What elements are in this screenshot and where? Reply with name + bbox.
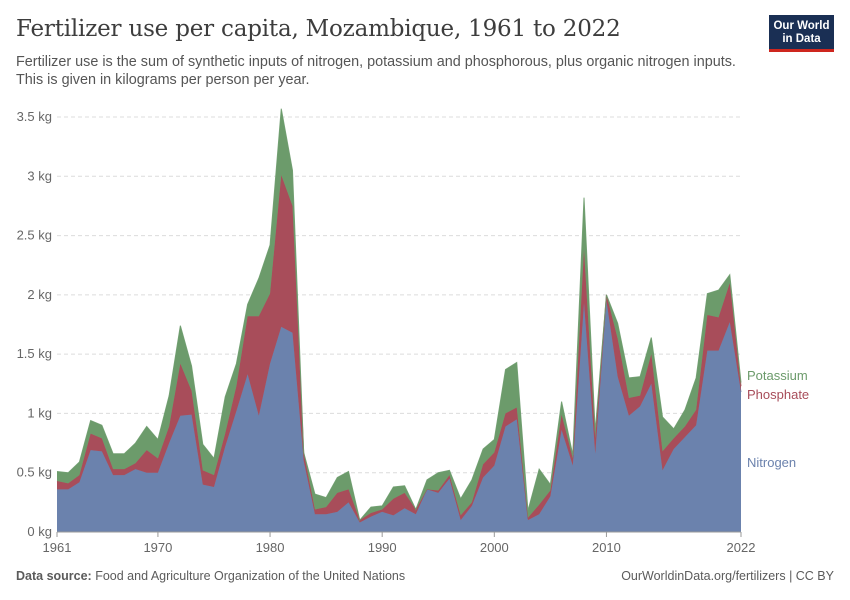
x-axis: 1961 1970 1980 1990 2000 2010 2022	[43, 531, 756, 555]
y-tick-label: 2.5 kg	[17, 228, 52, 243]
x-tick-label: 1961	[43, 540, 72, 555]
series-legend: Nitrogen Phosphate Potassium	[747, 368, 809, 470]
y-tick-label: 1 kg	[27, 405, 52, 420]
logo-line-2: in Data	[782, 32, 821, 45]
area-potassium[interactable]	[57, 108, 741, 521]
x-tick-label: 2010	[592, 540, 621, 555]
x-tick-label: 1990	[368, 540, 397, 555]
y-tick-label: 3 kg	[27, 168, 52, 183]
footer-source: Data source: Food and Agriculture Organi…	[16, 569, 405, 583]
chart-title: Fertilizer use per capita, Mozambique, 1…	[16, 16, 621, 42]
owid-logo[interactable]: Our World in Data	[769, 15, 834, 52]
series-areas	[56, 108, 742, 532]
source-text[interactable]: Food and Agriculture Organization of the…	[95, 569, 406, 583]
x-tick-label: 2022	[727, 540, 756, 555]
area-phosphate[interactable]	[57, 175, 741, 523]
logo-line-1: Our World	[773, 19, 830, 32]
y-tick-label: 1.5 kg	[17, 346, 52, 361]
x-tick-label: 1970	[143, 540, 172, 555]
y-tick-label: 0 kg	[27, 524, 52, 539]
x-tick-label: 1980	[256, 540, 285, 555]
y-tick-label: 0.5 kg	[17, 465, 52, 480]
x-tick-label: 2000	[480, 540, 509, 555]
y-tick-label: 2 kg	[27, 287, 52, 302]
y-tick-label: 3.5 kg	[17, 109, 52, 124]
area-nitrogen[interactable]	[57, 300, 741, 532]
footer-license[interactable]: OurWorldinData.org/fertilizers | CC BY	[621, 569, 834, 583]
line-potassium	[56, 108, 742, 522]
legend-phosphate[interactable]: Phosphate	[747, 387, 809, 402]
y-axis: 0 kg 0.5 kg 1 kg 1.5 kg 2 kg 2.5 kg 3 kg 3.5 kg	[17, 109, 52, 539]
chart-subtitle: Fertilizer use is the sum of synthetic i…	[16, 54, 736, 88]
legend-nitrogen[interactable]: Nitrogen	[747, 455, 796, 470]
legend-potassium[interactable]: Potassium	[747, 368, 808, 383]
source-label: Data source:	[16, 569, 92, 583]
